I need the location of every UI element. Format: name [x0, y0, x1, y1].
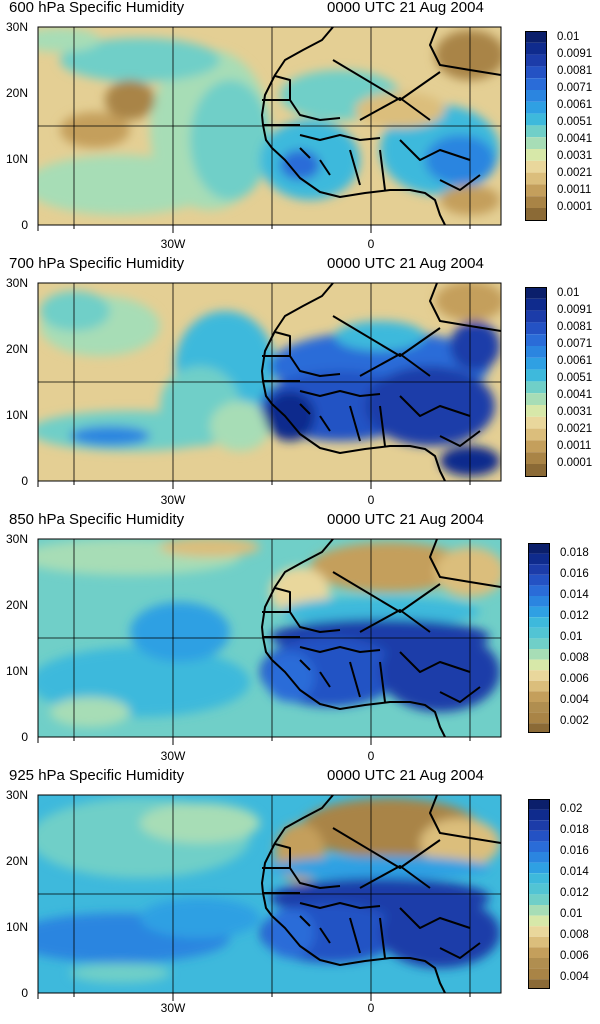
colorbar-label: 0.016 — [560, 845, 589, 857]
colorbar-label: 0.0081 — [557, 321, 593, 333]
lat-label-eq: 0 — [21, 474, 28, 488]
colorbar-label: 0.018 — [560, 824, 589, 836]
colorbar: 0.01 0.0091 0.0081 0.0071 0.0061 0.0051 … — [525, 287, 600, 477]
panel-date: 0000 UTC 21 Aug 2004 — [327, 0, 484, 16]
lon-label-0: 0 — [367, 493, 375, 507]
lon-label-0: 0 — [367, 749, 375, 763]
colorbar-label: 0.004 — [560, 971, 589, 983]
panel-date: 0000 UTC 21 Aug 2004 — [327, 767, 484, 784]
colorbar-label: 0.002 — [560, 715, 589, 727]
panel-925hpa: 925 hPa Specific Humidity 0000 UTC 21 Au… — [0, 767, 600, 1024]
lon-label-0: 0 — [367, 237, 375, 251]
colorbar: 0.01 0.0091 0.0081 0.0071 0.0061 0.0051 … — [525, 31, 600, 221]
colorbar-label: 0.012 — [560, 610, 589, 622]
panel-600hpa: 600 hPa Specific Humidity 0000 UTC 21 Au… — [0, 0, 600, 256]
lat-label-30n: 30N — [5, 276, 28, 290]
colorbar-label: 0.0031 — [557, 406, 593, 418]
colorbar-label: 0.0051 — [557, 116, 593, 128]
panel-700hpa: 700 hPa Specific Humidity 0000 UTC 21 Au… — [0, 255, 600, 512]
colorbar-label: 0.02 — [560, 803, 583, 815]
colorbar-label: 0.01 — [560, 631, 583, 643]
panel-850hpa: 850 hPa Specific Humidity 0000 UTC 21 Au… — [0, 511, 600, 768]
colorbar-label: 0.01 — [557, 287, 580, 299]
colorbar-label: 0.014 — [560, 866, 589, 878]
lon-label-30w: 30W — [160, 493, 186, 507]
colorbar-label: 0.008 — [560, 929, 589, 941]
panel-title: 700 hPa Specific Humidity — [9, 255, 185, 272]
colorbar-swatches — [525, 31, 547, 221]
colorbar-label: 0.0021 — [557, 167, 593, 179]
colorbar-label: 0.016 — [560, 568, 589, 580]
lat-label-20n: 20N — [5, 598, 28, 612]
colorbar-label: 0.006 — [560, 950, 589, 962]
colorbar-label: 0.0041 — [557, 133, 593, 145]
colorbar-label: 0.0021 — [557, 423, 593, 435]
colorbar-label: 0.008 — [560, 652, 589, 664]
colorbar-label: 0.01 — [557, 31, 580, 43]
lat-label-10n: 10N — [5, 152, 28, 166]
lat-label-20n: 20N — [5, 342, 28, 356]
colorbar-label: 0.004 — [560, 694, 589, 706]
lat-label-20n: 20N — [5, 854, 28, 868]
colorbar-label: 0.0001 — [557, 201, 593, 213]
colorbar-label: 0.006 — [560, 673, 589, 685]
lat-label-eq: 0 — [21, 218, 28, 232]
colorbar-label: 0.0041 — [557, 389, 593, 401]
humidity-map — [37, 538, 502, 745]
lat-label-eq: 0 — [21, 730, 28, 744]
lat-label-30n: 30N — [5, 20, 28, 34]
panel-title: 925 hPa Specific Humidity — [9, 767, 185, 784]
colorbar-label: 0.0061 — [557, 355, 593, 367]
lon-label-0: 0 — [367, 1001, 375, 1015]
lat-label-10n: 10N — [5, 408, 28, 422]
colorbar-label: 0.0091 — [557, 48, 593, 60]
lat-label-10n: 10N — [5, 664, 28, 678]
lat-label-eq: 0 — [21, 986, 28, 1000]
colorbar-label: 0.014 — [560, 589, 589, 601]
colorbar-label: 0.0011 — [557, 184, 592, 196]
humidity-field — [38, 283, 501, 481]
lat-label-30n: 30N — [5, 532, 28, 546]
colorbar-label: 0.0011 — [557, 440, 592, 452]
humidity-field — [38, 795, 501, 993]
colorbar-label: 0.012 — [560, 887, 589, 899]
colorbar: 0.02 0.018 0.016 0.014 0.012 0.01 0.008 … — [528, 799, 600, 989]
lat-label-30n: 30N — [5, 788, 28, 802]
lon-label-30w: 30W — [160, 1001, 186, 1015]
colorbar-label: 0.0071 — [557, 338, 593, 350]
lat-label-10n: 10N — [5, 920, 28, 934]
colorbar-label: 0.0061 — [557, 99, 593, 111]
panel-title: 850 hPa Specific Humidity — [9, 511, 185, 528]
colorbar-label: 0.0051 — [557, 372, 593, 384]
panel-title: 600 hPa Specific Humidity — [9, 0, 185, 16]
lon-label-30w: 30W — [160, 749, 186, 763]
lat-label-20n: 20N — [5, 86, 28, 100]
humidity-map — [37, 794, 502, 1001]
lon-label-30w: 30W — [160, 237, 186, 251]
humidity-map — [37, 26, 502, 233]
humidity-field — [38, 539, 501, 737]
colorbar-label: 0.01 — [560, 908, 583, 920]
colorbar-label: 0.018 — [560, 547, 589, 559]
colorbar-label: 0.0031 — [557, 150, 593, 162]
colorbar-label: 0.0071 — [557, 82, 593, 94]
panel-date: 0000 UTC 21 Aug 2004 — [327, 511, 484, 528]
colorbar-swatches — [525, 287, 547, 477]
panel-date: 0000 UTC 21 Aug 2004 — [327, 255, 484, 272]
humidity-map — [37, 282, 502, 489]
colorbar-label: 0.0081 — [557, 65, 593, 77]
colorbar-swatches — [528, 543, 550, 733]
colorbar-swatches — [528, 799, 550, 989]
colorbar: 0.018 0.016 0.014 0.012 0.01 0.008 0.006… — [528, 543, 600, 733]
colorbar-label: 0.0091 — [557, 304, 593, 316]
humidity-field — [38, 27, 501, 225]
colorbar-label: 0.0001 — [557, 457, 593, 469]
